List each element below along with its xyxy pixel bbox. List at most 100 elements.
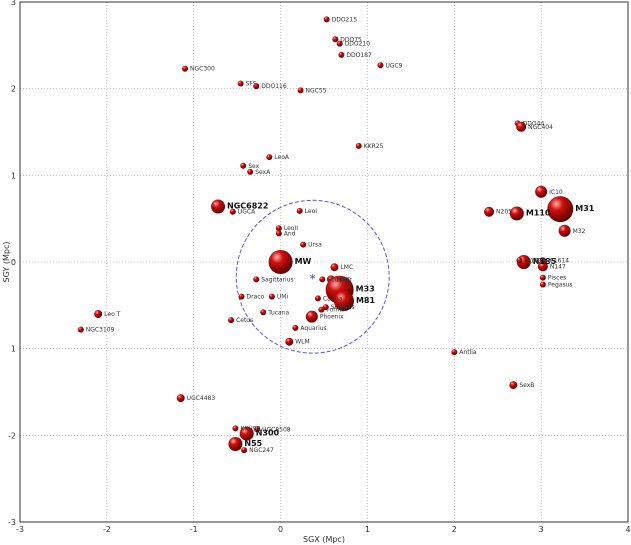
- galaxy-label: KKR25: [364, 143, 384, 150]
- galaxy-point: [229, 208, 236, 215]
- galaxy-point: [332, 36, 339, 43]
- galaxy-point: [377, 62, 384, 69]
- galaxy-point: [211, 199, 226, 214]
- galaxy-label: Pisces: [548, 275, 566, 282]
- galaxy-point: [296, 207, 303, 214]
- galaxy-label: SFS: [246, 80, 257, 87]
- galaxy-label: Sculptor: [327, 276, 352, 283]
- galaxy-label: UMi: [277, 294, 289, 301]
- region-circle: ∗: [235, 199, 390, 354]
- galaxy-point: [300, 241, 307, 248]
- galaxy-label: IC1613: [524, 257, 545, 264]
- galaxy-label: Tucana: [267, 309, 289, 316]
- galaxy-point: [285, 337, 294, 346]
- galaxy-label: N205: [496, 209, 512, 216]
- galaxy-point: [547, 196, 574, 223]
- galaxy-point: [537, 261, 548, 272]
- galaxy-label: WLM: [295, 339, 309, 346]
- galaxy-label: IC1614: [548, 257, 569, 264]
- galaxy-point: [247, 168, 254, 175]
- galaxy-point: [275, 230, 282, 237]
- galaxy-label: Leo T: [104, 311, 121, 318]
- galaxy-label: NGC300: [190, 66, 215, 73]
- galaxy-label: Ursa: [308, 242, 322, 249]
- x-tick-label: 1: [365, 525, 370, 534]
- data-points: [77, 16, 574, 454]
- galaxy-point: [253, 83, 260, 90]
- galaxy-point: [292, 324, 299, 331]
- galaxy-point: [232, 425, 239, 432]
- galaxy-label: SMC: [337, 276, 350, 283]
- y-tick-label: -2: [8, 431, 16, 440]
- galaxy-point: [266, 154, 273, 161]
- galaxy-label: NGC6822: [227, 202, 268, 211]
- galaxy-label: M31: [575, 204, 595, 213]
- galaxy-label: UGC9: [385, 62, 402, 69]
- galaxy-label: SexA: [255, 169, 271, 176]
- y-tick-label: 1: [11, 171, 16, 180]
- x-axis-title: SGX (Mpc): [303, 535, 345, 544]
- galaxy-point: [355, 142, 362, 149]
- galaxy-point: [319, 276, 326, 283]
- x-tick-label: 4: [625, 525, 630, 534]
- galaxy-label: DDO116: [261, 83, 287, 90]
- galaxy-point: [94, 310, 103, 318]
- galaxy-point: [182, 65, 189, 72]
- galaxy-point: [516, 257, 523, 264]
- galaxy-label: LeoA: [274, 154, 290, 161]
- y-tick-labels: 3 2 1 0 1 -2 -3: [8, 0, 16, 527]
- galaxy-label: M32: [573, 228, 586, 235]
- galaxy-label: Carina: [323, 295, 343, 302]
- galaxy-label: NGC247: [249, 447, 274, 454]
- galaxy-label: UGC8508: [262, 426, 291, 433]
- galaxy-label: DDO215: [332, 16, 358, 23]
- x-tick-label: -3: [16, 525, 24, 534]
- galaxy-label: NGC55: [306, 87, 327, 94]
- galaxy-label: And: [284, 230, 296, 237]
- y-tick-label: 0: [11, 258, 16, 267]
- galaxy-point: [240, 162, 247, 169]
- galaxy-label: UGC4483: [187, 395, 216, 402]
- y-tick-label: 2: [11, 85, 16, 94]
- galaxy-label: Draco: [246, 294, 264, 301]
- galaxy-label: N147: [550, 263, 566, 270]
- galaxy-point: [314, 295, 321, 302]
- galaxy-point: [330, 263, 339, 272]
- galaxy-point: [305, 310, 318, 323]
- galaxy-point: [318, 306, 325, 313]
- y-tick-label: 1: [11, 345, 16, 354]
- plot-frame: [19, 1, 629, 523]
- galaxy-label: IC10: [549, 189, 563, 196]
- galaxy-point: [539, 257, 546, 264]
- galaxy-label: Cetus: [236, 317, 253, 324]
- galaxy-point: [451, 349, 458, 356]
- galaxy-point: [238, 293, 245, 300]
- galaxy-label: UGCA: [238, 209, 256, 216]
- galaxy-label: Antlia: [459, 349, 477, 356]
- galaxy-label: Sex: [248, 163, 259, 170]
- galaxy-point: [338, 51, 345, 58]
- galaxy-label: Fornax: [326, 307, 347, 314]
- y-axis-title: SGY (Mpc): [2, 242, 11, 283]
- galaxy-point: [539, 281, 546, 288]
- galaxy-point: [254, 426, 261, 433]
- galaxy-point: [241, 447, 248, 454]
- galaxy-label: M81: [356, 296, 376, 305]
- galaxy-point: [268, 293, 275, 300]
- galaxy-point: [539, 274, 546, 281]
- galaxy-label: DDO187: [346, 52, 372, 59]
- barycenter-star-icon: ∗: [309, 273, 317, 283]
- galaxy-label: M110: [526, 208, 551, 217]
- galaxy-point: [268, 250, 293, 274]
- galaxy-label: LeoII: [284, 225, 298, 232]
- galaxy-label: LMC: [340, 264, 353, 271]
- galaxy-label: DDO75: [340, 36, 362, 43]
- galaxy-label: Sagittarius: [261, 276, 293, 283]
- galaxy-label: NGC404: [528, 124, 553, 131]
- galaxy-label: M33: [356, 285, 375, 294]
- x-tick-label: 0: [278, 525, 283, 534]
- galaxy-label: DDO210: [345, 41, 371, 48]
- galaxy-point: [516, 121, 527, 132]
